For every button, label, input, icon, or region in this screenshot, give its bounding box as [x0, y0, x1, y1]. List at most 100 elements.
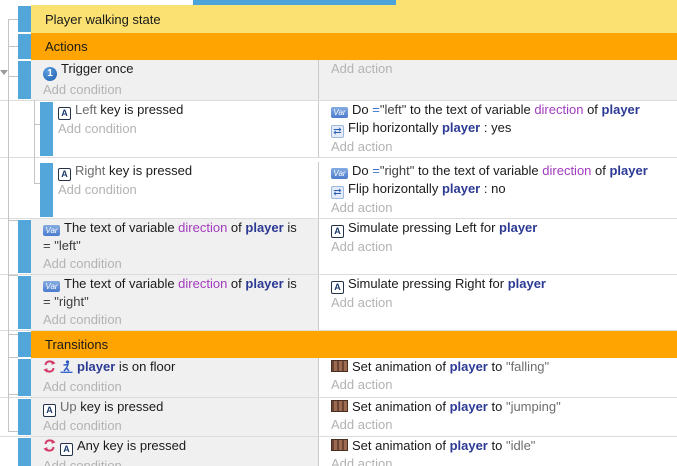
add-condition[interactable]: Add condition [58, 182, 137, 197]
gutter [0, 331, 31, 358]
add-action[interactable]: Add action [331, 139, 393, 154]
platformer-icon [60, 360, 73, 378]
action-line[interactable]: ⇄ Flip horizontally player : yes [331, 119, 673, 138]
conditions-cell[interactable]: A Left key is pressed Add condition [53, 101, 318, 157]
sentence-segment: player [507, 276, 546, 291]
actions-cell[interactable]: Set animation of player to "falling" Add … [318, 358, 677, 397]
add-action[interactable]: Add action [331, 200, 393, 215]
event-color-bar [40, 163, 53, 217]
subtree-vline [34, 100, 35, 183]
group-strip [396, 0, 677, 5]
actions-cell[interactable]: Set animation of player to "jumping" Add … [318, 398, 677, 436]
sentence-segment: Do [352, 163, 373, 178]
sentence-segment: of [591, 163, 610, 178]
group-header-label: Actions [45, 39, 88, 54]
condition-line[interactable]: player is on floor [43, 358, 314, 378]
add-action[interactable]: Add action [331, 377, 393, 392]
actions-cell[interactable]: A Simulate pressing Left for player Add ac… [318, 219, 677, 274]
sentence-segment: player [449, 359, 488, 374]
actions-cell[interactable]: Set animation of player to "idle" Add act… [318, 437, 677, 466]
conditions-cell[interactable]: A Any key is pressed Add condition [31, 437, 318, 466]
variable-icon: Var [331, 168, 348, 179]
action-line[interactable]: Var Do ="right" to the text of variable d… [331, 162, 673, 180]
event-color-bar [18, 61, 31, 99]
action-line[interactable]: Set animation of player to "jumping" [331, 398, 673, 416]
conditions-cell[interactable]: A Right key is pressed Add condition [53, 162, 318, 218]
condition-line[interactable]: = "right" [43, 293, 314, 311]
sentence-segment: to [487, 399, 506, 414]
action-line[interactable]: Var Do ="left" to the text of variable di… [331, 101, 673, 119]
sentence-segment: Flip horizontally [348, 120, 442, 135]
event-row: Var The text of variable direction of pla… [0, 219, 677, 275]
sentence-segment: Simulate pressing Right for [348, 276, 508, 291]
actions-cell[interactable]: A Simulate pressing Right for player Add a… [318, 275, 677, 330]
conditions-cell[interactable]: Var The text of variable direction of pla… [31, 219, 318, 274]
sentence-segment: to the text of variable [406, 102, 535, 117]
condition-line[interactable]: A Right key is pressed [58, 162, 314, 181]
sentence-segment: player [499, 220, 538, 235]
condition-line[interactable]: = "left" [43, 237, 314, 255]
action-line[interactable]: Set animation of player to "idle" [331, 437, 673, 455]
condition-line[interactable]: A Up key is pressed [43, 398, 314, 417]
conditions-cell[interactable]: 1 Trigger once Add condition [31, 60, 318, 100]
sentence-segment: : yes [480, 120, 512, 135]
add-action[interactable]: Add action [331, 239, 393, 254]
sentence-segment: = [372, 163, 380, 178]
invert-icon [43, 360, 56, 378]
animation-icon [331, 400, 348, 412]
sentence-segment: player [441, 181, 481, 196]
tree-tick [8, 19, 18, 20]
event-row: A Left key is pressed Add condition Var Do =… [0, 101, 677, 158]
collapse-arrow-icon[interactable] [0, 70, 8, 75]
condition-line[interactable]: A Left key is pressed [58, 101, 314, 120]
condition-line[interactable]: Var The text of variable direction of pla… [43, 275, 314, 293]
add-condition[interactable]: Add condition [43, 312, 122, 327]
sentence-segment: "right" [379, 163, 415, 178]
add-condition[interactable]: Add condition [58, 121, 137, 136]
action-line[interactable]: ⇄ Flip horizontally player : no [331, 180, 673, 199]
sentence-segment: direction [534, 102, 584, 117]
sentence-segment: player [609, 163, 648, 178]
add-condition[interactable]: Add condition [43, 418, 122, 433]
sentence-segment: = [372, 102, 380, 117]
add-action[interactable]: Add action [331, 417, 393, 432]
event-color-bar [18, 276, 31, 329]
sentence-segment: key is pressed [108, 163, 193, 178]
sentence-segment: player [77, 359, 116, 374]
condition-line[interactable]: A Any key is pressed [43, 437, 314, 457]
action-line[interactable]: Set animation of player to "falling" [331, 358, 673, 376]
group-header[interactable]: Transitions [0, 331, 677, 358]
sentence-segment: direction [178, 220, 228, 235]
add-action[interactable]: Add action [331, 61, 393, 76]
keyboard-icon: A [58, 168, 71, 181]
conditions-cell[interactable]: player is on floor Add condition [31, 358, 318, 397]
add-action[interactable]: Add action [331, 295, 393, 310]
actions-cell[interactable]: Add action [318, 60, 677, 100]
add-condition[interactable]: Add condition [43, 379, 122, 394]
condition-line[interactable]: Var The text of variable direction of pla… [43, 219, 314, 237]
actions-cell[interactable]: Var Do ="right" to the text of variable d… [318, 162, 677, 218]
conditions-cell[interactable]: A Up key is pressed Add condition [31, 398, 318, 436]
add-condition[interactable]: Add condition [43, 82, 122, 97]
actions-cell[interactable]: Var Do ="left" to the text of variable di… [318, 101, 677, 157]
event-row: player is on floor Add condition Set anima… [0, 358, 677, 398]
condition-line[interactable]: 1 Trigger once [43, 60, 314, 81]
gutter [0, 60, 31, 100]
sentence-segment: = "right" [43, 294, 89, 309]
add-action[interactable]: Add action [331, 456, 393, 466]
sentence-segment: to [487, 359, 506, 374]
conditions-cell[interactable]: Var The text of variable direction of pla… [31, 275, 318, 330]
add-condition[interactable]: Add condition [43, 458, 122, 466]
subtree-tick [34, 124, 40, 125]
action-line[interactable]: A Simulate pressing Left for player [331, 219, 673, 238]
event-row: A Up key is pressed Add condition Set anima… [0, 398, 677, 437]
action-line[interactable]: A Simulate pressing Right for player [331, 275, 673, 294]
group-header[interactable]: Actions [0, 33, 677, 60]
tree-tick [8, 76, 18, 77]
add-condition[interactable]: Add condition [43, 256, 122, 271]
group-header[interactable]: Player walking state [0, 5, 677, 33]
sentence-segment: of [583, 102, 602, 117]
event-color-bar [18, 220, 31, 273]
event-color-bar [18, 399, 31, 435]
variable-icon: Var [331, 107, 348, 118]
